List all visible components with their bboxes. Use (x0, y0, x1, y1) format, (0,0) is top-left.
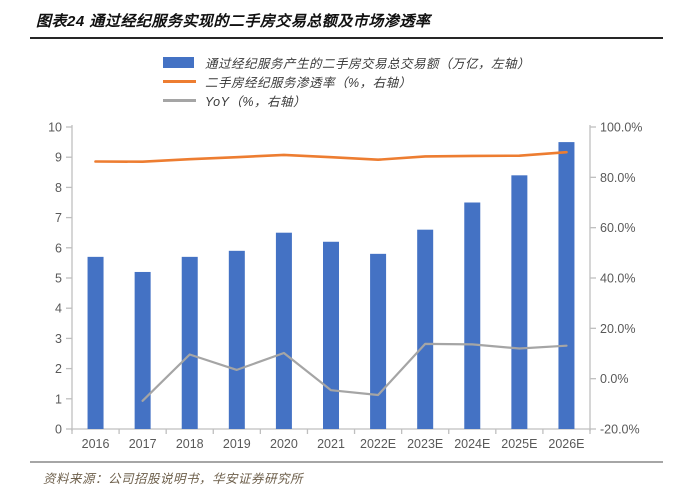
bar-2021 (323, 241, 339, 429)
legend-label: YoY（%，右轴） (205, 95, 307, 109)
legend-item: YoY（%，右轴） (163, 91, 530, 110)
right-axis-tick-label: 100.0% (600, 121, 642, 135)
left-axis-tick-label: 6 (55, 241, 62, 255)
swatch (163, 80, 196, 83)
left-axis-tick-label: 2 (55, 362, 62, 376)
legend-line-swatch-icon (163, 80, 197, 83)
left-axis-tick-label: 5 (55, 272, 62, 286)
chart-legend: 通过经纪服务产生的二手房交易总交易额（万亿，左轴） 二手房经纪服务渗透率（%，右轴… (163, 53, 530, 110)
penetration-line (94, 150, 568, 164)
right-axis-tick-label: 20.0% (600, 322, 635, 336)
bar-2023E (417, 229, 434, 429)
left-axis-tick-label: 0 (55, 423, 62, 437)
source-note: 资料来源：公司招股说明书，华安证券研究所 (43, 472, 304, 486)
yoy-line (141, 342, 568, 402)
legend-item: 二手房经纪服务渗透率（%，右轴） (163, 72, 530, 91)
right-axis-tick-label: 0.0% (600, 372, 629, 386)
bar-2024E (464, 202, 481, 429)
swatch (163, 57, 194, 68)
legend-bar-swatch-icon (163, 57, 197, 68)
left-axis-tick-label: 10 (48, 121, 62, 135)
left-axis-tick-label: 4 (55, 302, 62, 316)
left-axis-tick-label: 7 (55, 211, 62, 225)
bar-2022E (370, 253, 387, 429)
combo-chart: 0 1 2 3 4 5 6 7 8 9 10 -20.0% 0.0% 20.0% 40.0% 60.0% 80.… (48, 121, 642, 452)
bar-2020 (275, 232, 292, 429)
right-axis-tick-label: 80.0% (600, 171, 635, 185)
bar-2016 (87, 256, 104, 429)
bar-2017 (134, 271, 151, 429)
x-axis-tick-label: 2020 (270, 437, 298, 451)
footer-divider (30, 461, 663, 463)
legend-label: 通过经纪服务产生的二手房交易总交易额（万亿，左轴） (205, 57, 531, 71)
swatch (163, 99, 196, 102)
bar-2018 (181, 256, 198, 429)
left-axis-tick-label: 8 (55, 181, 62, 195)
legend-line-swatch-icon (163, 99, 197, 102)
left-axis-tick-label: 9 (55, 151, 62, 165)
x-axis-tick-label: 2023E (407, 437, 443, 451)
x-axis-tick-label: 2019 (223, 437, 251, 451)
x-axis-tick-label: 2026E (548, 437, 584, 451)
x-axis-tick-label: 2016 (82, 437, 110, 451)
bar-2025E (511, 175, 528, 429)
left-axis-tick-label: 3 (55, 332, 62, 346)
right-axis-tick-label: 60.0% (600, 221, 635, 235)
bar-2026E (558, 142, 575, 429)
legend-label: 二手房经纪服务渗透率（%，右轴） (205, 76, 412, 90)
page-title: 图表24 通过经纪服务实现的二手房交易总额及市场渗透率 (36, 13, 431, 30)
x-axis-tick-label: 2024E (454, 437, 490, 451)
bar-2019 (228, 250, 245, 429)
legend-item: 通过经纪服务产生的二手房交易总交易额（万亿，左轴） (163, 53, 530, 72)
x-axis-tick-label: 2017 (129, 437, 157, 451)
right-axis-tick-label: 40.0% (600, 272, 635, 286)
x-axis-tick-label: 2021 (317, 437, 345, 451)
x-axis-tick-label: 2025E (501, 437, 537, 451)
right-axis-tick-label: -20.0% (600, 423, 640, 437)
x-axis-tick-label: 2022E (360, 437, 396, 451)
title-divider (30, 37, 663, 39)
x-axis-tick-label: 2018 (176, 437, 204, 451)
left-axis-tick-label: 1 (55, 392, 62, 406)
